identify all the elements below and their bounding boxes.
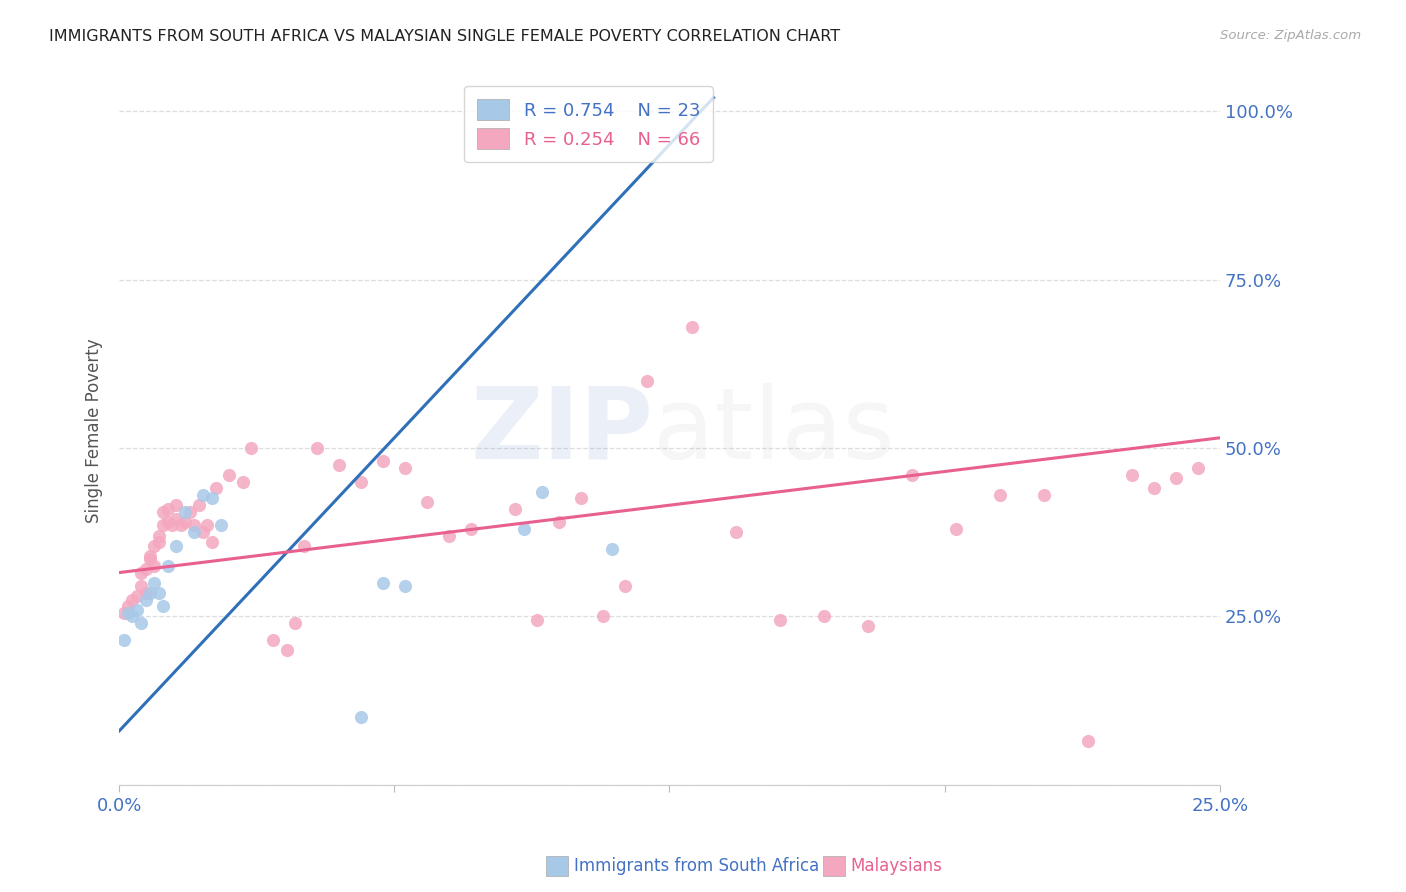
Point	[284, 616, 307, 631]
Point	[170, 518, 193, 533]
Point	[139, 586, 162, 600]
Point	[526, 613, 548, 627]
Point	[139, 549, 162, 563]
Point	[129, 566, 152, 580]
Point	[139, 552, 162, 566]
Point	[201, 491, 224, 506]
Point	[183, 518, 205, 533]
Text: Immigrants from South Africa: Immigrants from South Africa	[574, 857, 818, 875]
Text: atlas: atlas	[652, 383, 894, 480]
Point	[135, 592, 157, 607]
Point	[1121, 467, 1143, 482]
Text: Source: ZipAtlas.com: Source: ZipAtlas.com	[1220, 29, 1361, 42]
Point	[681, 319, 703, 334]
Point	[112, 632, 135, 647]
Point	[152, 505, 174, 519]
Point	[1032, 488, 1054, 502]
Point	[156, 558, 179, 573]
Point	[121, 592, 143, 607]
Point	[530, 484, 553, 499]
Point	[768, 613, 790, 627]
Point	[166, 539, 188, 553]
Point	[350, 475, 373, 489]
Point	[195, 518, 218, 533]
Point	[117, 606, 139, 620]
Point	[394, 461, 416, 475]
Point	[187, 498, 209, 512]
Point	[174, 515, 197, 529]
Point	[1164, 471, 1187, 485]
Point	[117, 599, 139, 614]
Point	[571, 491, 593, 506]
Point	[614, 579, 637, 593]
Point	[505, 501, 527, 516]
Point	[121, 609, 143, 624]
Point	[292, 539, 315, 553]
Point	[1187, 461, 1209, 475]
Point	[156, 515, 179, 529]
Point	[129, 616, 152, 631]
Point	[262, 632, 284, 647]
Point	[152, 518, 174, 533]
Point	[416, 495, 439, 509]
Point	[166, 511, 188, 525]
Point	[900, 467, 922, 482]
Point	[125, 602, 148, 616]
Point	[945, 522, 967, 536]
Point	[856, 619, 879, 633]
Y-axis label: Single Female Poverty: Single Female Poverty	[86, 339, 103, 524]
Text: ZIP: ZIP	[470, 383, 652, 480]
Point	[143, 558, 166, 573]
Point	[307, 441, 329, 455]
Point	[600, 541, 623, 556]
Point	[179, 505, 201, 519]
Point	[439, 528, 461, 542]
Point	[143, 539, 166, 553]
Point	[373, 575, 395, 590]
Point	[373, 454, 395, 468]
Point	[231, 475, 253, 489]
Point	[183, 525, 205, 540]
Point	[205, 481, 228, 495]
Point	[166, 498, 188, 512]
Point	[152, 599, 174, 614]
Point	[135, 586, 157, 600]
Point	[724, 525, 747, 540]
Point	[191, 525, 214, 540]
Point	[112, 606, 135, 620]
Point	[394, 579, 416, 593]
Legend: R = 0.754    N = 23, R = 0.254    N = 66: R = 0.754 N = 23, R = 0.254 N = 66	[464, 87, 713, 161]
Point	[460, 522, 482, 536]
Point	[276, 643, 298, 657]
Point	[156, 501, 179, 516]
Point	[174, 505, 197, 519]
Point	[129, 579, 152, 593]
Point	[988, 488, 1011, 502]
Point	[209, 518, 232, 533]
Point	[637, 374, 659, 388]
Point	[513, 522, 536, 536]
Point	[1143, 481, 1166, 495]
Point	[592, 609, 614, 624]
Point	[240, 441, 263, 455]
Point	[135, 562, 157, 576]
Point	[1077, 734, 1099, 748]
Point	[201, 535, 224, 549]
Point	[813, 609, 835, 624]
Point	[148, 528, 170, 542]
Point	[548, 515, 571, 529]
Point	[191, 488, 214, 502]
Point	[218, 467, 240, 482]
Point	[160, 518, 183, 533]
Point	[148, 535, 170, 549]
Text: Malaysians: Malaysians	[851, 857, 942, 875]
Text: IMMIGRANTS FROM SOUTH AFRICA VS MALAYSIAN SINGLE FEMALE POVERTY CORRELATION CHAR: IMMIGRANTS FROM SOUTH AFRICA VS MALAYSIA…	[49, 29, 841, 44]
Point	[148, 586, 170, 600]
Point	[328, 458, 350, 472]
Point	[125, 589, 148, 603]
Point	[350, 710, 373, 724]
Point	[143, 575, 166, 590]
